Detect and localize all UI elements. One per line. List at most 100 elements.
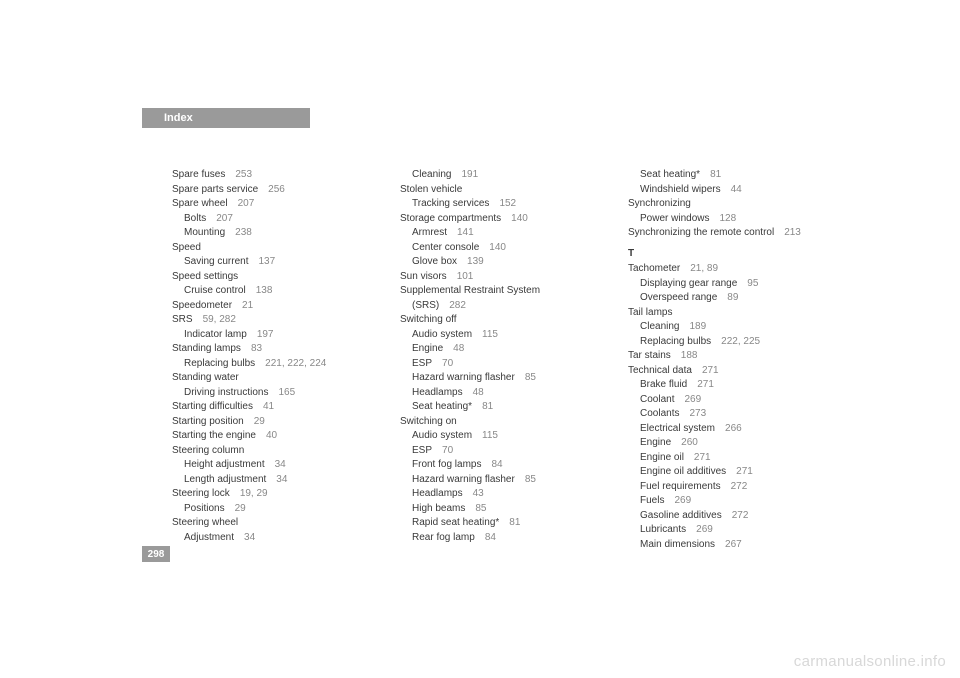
index-entry-pages: 70 xyxy=(432,445,453,456)
index-entry-label: Fuels xyxy=(640,495,664,506)
index-entry: Seat heating*81 xyxy=(628,168,832,183)
index-entry-pages: 34 xyxy=(266,474,287,485)
index-entry-label: Speed xyxy=(172,242,201,253)
index-entry-label: Standing lamps xyxy=(172,343,241,354)
index-entry-label: Seat heating* xyxy=(640,169,700,180)
index-entry-pages: 21 xyxy=(232,300,253,311)
index-entry-pages: 81 xyxy=(700,169,721,180)
index-entry: Spare parts service256 xyxy=(172,183,376,198)
index-entry-pages: 137 xyxy=(248,256,275,267)
index-entry-label: Positions xyxy=(184,503,225,514)
index-entry-pages: 188 xyxy=(671,350,698,361)
index-entry-pages: 85 xyxy=(515,474,536,485)
index-entry-label: Brake fluid xyxy=(640,379,687,390)
index-entry-label: Synchronizing the remote control xyxy=(628,227,774,238)
index-letter: T xyxy=(628,241,832,263)
index-entry-pages: 253 xyxy=(225,169,252,180)
index-entry-pages: 189 xyxy=(679,321,706,332)
index-entry-pages: 269 xyxy=(674,394,701,405)
index-entry: Hazard warning flasher85 xyxy=(400,371,604,386)
index-entry-label: Cleaning xyxy=(640,321,679,332)
index-entry-pages: 260 xyxy=(671,437,698,448)
index-entry-label: Starting the engine xyxy=(172,430,256,441)
index-entry-label: Rapid seat heating* xyxy=(412,517,499,528)
index-entry-pages: 128 xyxy=(709,213,736,224)
index-entry-pages: 140 xyxy=(501,213,528,224)
section-tab-label: Index xyxy=(164,112,193,124)
index-entry-pages: 141 xyxy=(447,227,474,238)
index-entry-pages: 256 xyxy=(258,184,285,195)
index-entry-pages: 48 xyxy=(443,343,464,354)
index-entry: Saving current137 xyxy=(172,255,376,270)
index-entry-pages: 48 xyxy=(463,387,484,398)
index-entry-label: (SRS) xyxy=(412,300,439,311)
index-entry-label: Audio system xyxy=(412,430,472,441)
index-entry: Seat heating*81 xyxy=(400,400,604,415)
index-entry: Mounting238 xyxy=(172,226,376,241)
index-entry-label: Tail lamps xyxy=(628,307,672,318)
index-entry-pages: 84 xyxy=(475,532,496,543)
index-entry-label: Tar stains xyxy=(628,350,671,361)
index-entry-pages: 34 xyxy=(265,459,286,470)
section-tab: Index xyxy=(142,108,310,128)
index-entry-pages: 269 xyxy=(664,495,691,506)
index-entry-pages: 40 xyxy=(256,430,277,441)
index-entry-label: Steering column xyxy=(172,445,244,456)
index-entry-label: Switching off xyxy=(400,314,457,325)
index-entry-label: Storage compartments xyxy=(400,213,501,224)
index-entry-label: Spare wheel xyxy=(172,198,228,209)
index-entry-pages: 138 xyxy=(246,285,273,296)
index-entry: Spare fuses253 xyxy=(172,168,376,183)
index-entry: Brake fluid271 xyxy=(628,378,832,393)
index-entry-label: Main dimensions xyxy=(640,539,715,550)
index-entry-label: Steering lock xyxy=(172,488,230,499)
index-entry-pages: 207 xyxy=(228,198,255,209)
index-entry: Tachometer21, 89 xyxy=(628,262,832,277)
index-entry: Synchronizing the remote control213 xyxy=(628,226,832,241)
index-entry-label: Starting difficulties xyxy=(172,401,253,412)
index-entry-label: Driving instructions xyxy=(184,387,268,398)
index-entry: Speed xyxy=(172,241,376,256)
index-entry: Tar stains188 xyxy=(628,349,832,364)
index-entry: Steering wheel xyxy=(172,516,376,531)
index-entry: Cleaning191 xyxy=(400,168,604,183)
index-entry-label: Height adjustment xyxy=(184,459,265,470)
index-entry-pages: 213 xyxy=(774,227,801,238)
index-entry-label: Cruise control xyxy=(184,285,246,296)
index-entry-pages: 59, 282 xyxy=(193,314,236,325)
index-entry: Rear fog lamp84 xyxy=(400,531,604,546)
page-number: 298 xyxy=(148,549,165,560)
index-entry-label: Switching on xyxy=(400,416,457,427)
index-entry: Audio system115 xyxy=(400,429,604,444)
index-entry-label: Engine oil xyxy=(640,452,684,463)
index-entry-label: Supplemental Restraint System xyxy=(400,285,540,296)
index-entry: Engine oil additives271 xyxy=(628,465,832,480)
index-entry-label: Saving current xyxy=(184,256,248,267)
index-entry-label: ESP xyxy=(412,445,432,456)
index-entry-label: Rear fog lamp xyxy=(412,532,475,543)
index-entry-pages: 34 xyxy=(234,532,255,543)
index-entry-label: Engine xyxy=(640,437,671,448)
index-entry: Power windows128 xyxy=(628,212,832,227)
index-entry-label: Headlamps xyxy=(412,387,463,398)
index-entry: Tracking services152 xyxy=(400,197,604,212)
index-entry: Synchronizing xyxy=(628,197,832,212)
index-entry: Lubricants269 xyxy=(628,523,832,538)
index-entry-pages: 29 xyxy=(225,503,246,514)
index-entry-label: Spare parts service xyxy=(172,184,258,195)
index-entry-label: Sun visors xyxy=(400,271,447,282)
index-entry-label: Hazard warning flasher xyxy=(412,372,515,383)
index-entry-pages: 207 xyxy=(206,213,233,224)
index-entry-pages: 43 xyxy=(463,488,484,499)
index-entry: Steering lock19, 29 xyxy=(172,487,376,502)
index-entry-label: Stolen vehicle xyxy=(400,184,462,195)
index-entry: Armrest141 xyxy=(400,226,604,241)
index-entry: Audio system115 xyxy=(400,328,604,343)
index-entry: Speed settings xyxy=(172,270,376,285)
index-entry: Gasoline additives272 xyxy=(628,509,832,524)
index-entry: ESP70 xyxy=(400,357,604,372)
index-entry-label: Glove box xyxy=(412,256,457,267)
index-entry-pages: 267 xyxy=(715,539,742,550)
index-entry-pages: 152 xyxy=(489,198,516,209)
index-entry-label: Center console xyxy=(412,242,479,253)
